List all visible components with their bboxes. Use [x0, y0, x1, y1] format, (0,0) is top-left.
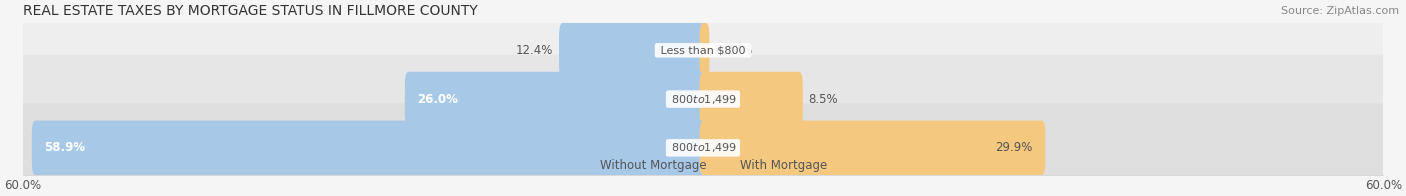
- Text: 0.27%: 0.27%: [716, 44, 752, 57]
- FancyBboxPatch shape: [560, 23, 706, 78]
- Text: REAL ESTATE TAXES BY MORTGAGE STATUS IN FILLMORE COUNTY: REAL ESTATE TAXES BY MORTGAGE STATUS IN …: [22, 4, 478, 18]
- FancyBboxPatch shape: [17, 6, 1389, 95]
- Text: 58.9%: 58.9%: [44, 141, 86, 154]
- FancyBboxPatch shape: [700, 23, 710, 78]
- Text: $800 to $1,499: $800 to $1,499: [668, 141, 738, 154]
- FancyBboxPatch shape: [17, 103, 1389, 192]
- FancyBboxPatch shape: [405, 72, 706, 126]
- FancyBboxPatch shape: [700, 121, 1046, 175]
- Text: Less than $800: Less than $800: [657, 45, 749, 55]
- Text: 26.0%: 26.0%: [418, 93, 458, 106]
- Legend: Without Mortgage, With Mortgage: Without Mortgage, With Mortgage: [579, 159, 827, 172]
- Text: 29.9%: 29.9%: [995, 141, 1033, 154]
- Text: 12.4%: 12.4%: [516, 44, 554, 57]
- Text: Source: ZipAtlas.com: Source: ZipAtlas.com: [1281, 6, 1399, 16]
- FancyBboxPatch shape: [32, 121, 706, 175]
- FancyBboxPatch shape: [700, 72, 803, 126]
- Text: 8.5%: 8.5%: [808, 93, 838, 106]
- FancyBboxPatch shape: [17, 55, 1389, 143]
- Text: $800 to $1,499: $800 to $1,499: [668, 93, 738, 106]
